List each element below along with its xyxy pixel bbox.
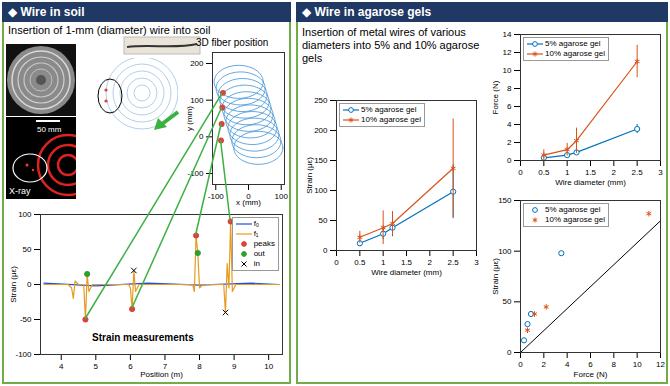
svg-text:3: 3 xyxy=(474,258,479,267)
svg-text:100: 100 xyxy=(190,96,204,105)
svg-text:0: 0 xyxy=(507,348,512,357)
svg-text:150: 150 xyxy=(314,156,328,165)
svg-text:Wire diameter (mm): Wire diameter (mm) xyxy=(371,268,442,277)
svg-text:-50: -50 xyxy=(20,315,32,324)
svg-text:200: 200 xyxy=(190,59,204,68)
html-text:10% agarose gel: 10% agarose gel xyxy=(545,215,605,224)
html-text:Insertion of metal wires of va: Insertion of metal wires of various diam… xyxy=(302,26,480,64)
svg-text:0.5: 0.5 xyxy=(354,258,366,267)
html-text:10% agarose gel: 10% agarose gel xyxy=(361,115,421,124)
svg-text:10: 10 xyxy=(503,66,512,75)
svg-text:8: 8 xyxy=(197,362,202,371)
svg-text:0: 0 xyxy=(518,360,523,369)
svg-text:150: 150 xyxy=(498,196,512,205)
svg-text:6: 6 xyxy=(507,102,512,111)
svg-text:0.5: 0.5 xyxy=(538,168,550,177)
svg-text:1: 1 xyxy=(381,258,386,267)
svg-text:4: 4 xyxy=(59,362,64,371)
svg-text:2: 2 xyxy=(507,138,512,147)
svg-text:12: 12 xyxy=(656,360,665,369)
html-text:out: out xyxy=(253,249,265,258)
svg-text:4: 4 xyxy=(565,360,570,369)
svg-text:6: 6 xyxy=(588,360,593,369)
svg-text:100: 100 xyxy=(275,192,289,201)
svg-text:Force (N): Force (N) xyxy=(574,370,608,379)
svg-text:200: 200 xyxy=(314,126,328,135)
html-text:f₀: f₀ xyxy=(253,219,260,228)
html-text:Strain measurements: Strain measurements xyxy=(92,332,194,343)
html-text:Insertion of 1-mm (diameter) w: Insertion of 1-mm (diameter) wire into s… xyxy=(8,24,211,36)
svg-text:5: 5 xyxy=(94,362,99,371)
svg-text:50 mm: 50 mm xyxy=(37,125,62,134)
svg-text:-100: -100 xyxy=(208,192,225,201)
svg-text:Strain (με): Strain (με) xyxy=(491,258,500,295)
svg-text:14: 14 xyxy=(503,30,512,39)
svg-text:10: 10 xyxy=(633,360,642,369)
svg-text:12: 12 xyxy=(503,48,512,57)
svg-text:Strain (με): Strain (με) xyxy=(9,266,18,303)
html-text:◆ Wire in soil: ◆ Wire in soil xyxy=(8,5,85,19)
svg-text:Position (m): Position (m) xyxy=(140,370,183,379)
html-text:3D fiber position: 3D fiber position xyxy=(196,37,269,48)
svg-text:100: 100 xyxy=(314,186,328,195)
svg-text:2.5: 2.5 xyxy=(632,168,644,177)
svg-text:Force (N): Force (N) xyxy=(491,80,500,114)
svg-text:0: 0 xyxy=(518,168,523,177)
html-text:◆ Wire in agarose gels: ◆ Wire in agarose gels xyxy=(302,5,432,19)
svg-text:0: 0 xyxy=(507,156,512,165)
svg-text:-100: -100 xyxy=(15,350,32,359)
svg-text:100: 100 xyxy=(498,247,512,256)
svg-text:-100: -100 xyxy=(187,169,204,178)
svg-text:1: 1 xyxy=(565,168,570,177)
svg-text:9: 9 xyxy=(232,362,237,371)
svg-text:x (mm): x (mm) xyxy=(236,198,261,207)
svg-text:Wire diameter (mm): Wire diameter (mm) xyxy=(555,178,626,187)
svg-text:0: 0 xyxy=(27,280,32,289)
svg-text:10: 10 xyxy=(264,362,273,371)
html-text:5% agarose gel: 5% agarose gel xyxy=(545,205,601,214)
svg-text:1.5: 1.5 xyxy=(401,258,413,267)
svg-text:8: 8 xyxy=(507,84,512,93)
svg-text:1.5: 1.5 xyxy=(585,168,597,177)
svg-text:0: 0 xyxy=(334,258,339,267)
svg-text:0: 0 xyxy=(199,132,204,141)
svg-text:2: 2 xyxy=(612,168,617,177)
svg-text:50: 50 xyxy=(319,216,328,225)
svg-text:8: 8 xyxy=(612,360,617,369)
svg-text:4: 4 xyxy=(507,120,512,129)
html-text:peaks: peaks xyxy=(253,239,275,248)
html-text:5% agarose gel: 5% agarose gel xyxy=(361,105,417,114)
svg-text:X-ray: X-ray xyxy=(9,186,31,196)
html-text:in: in xyxy=(253,259,260,268)
html-text:10% agarose gel: 10% agarose gel xyxy=(545,49,605,58)
svg-text:Strain (με): Strain (με) xyxy=(305,157,314,194)
svg-text:2: 2 xyxy=(428,258,433,267)
svg-text:50: 50 xyxy=(503,297,512,306)
html-text:5% agarose gel: 5% agarose gel xyxy=(545,39,601,48)
svg-text:3: 3 xyxy=(658,168,663,177)
svg-text:250: 250 xyxy=(314,96,328,105)
svg-text:2: 2 xyxy=(542,360,547,369)
svg-text:100: 100 xyxy=(18,210,32,219)
svg-text:y (mm): y (mm) xyxy=(185,106,194,131)
svg-text:7: 7 xyxy=(162,362,168,372)
svg-text:2.5: 2.5 xyxy=(448,258,460,267)
html-text:f₁: f₁ xyxy=(253,229,259,238)
svg-text:6: 6 xyxy=(128,362,133,371)
svg-text:50: 50 xyxy=(23,245,32,254)
svg-text:0: 0 xyxy=(323,246,328,255)
